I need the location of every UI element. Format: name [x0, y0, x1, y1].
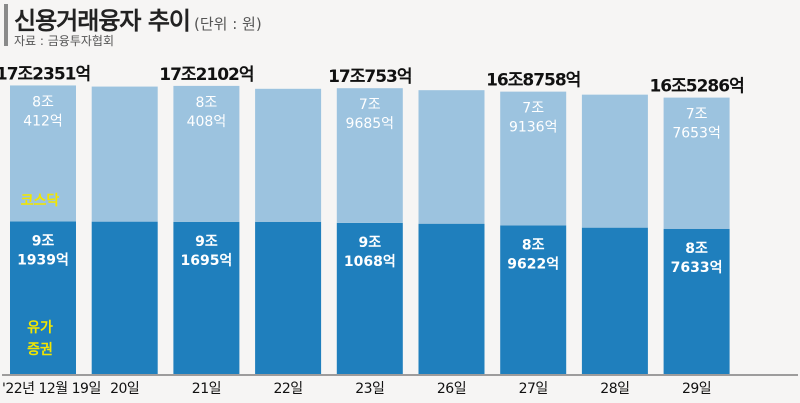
- kospi-label-eok-8: 7633억: [671, 260, 723, 276]
- kosdaq-label-jo-6: 7조: [522, 101, 544, 117]
- bar-kosdaq-3: [255, 88, 322, 222]
- x-tick-label-3: 22일: [273, 381, 302, 397]
- total-label-4: 17조753억: [328, 67, 411, 87]
- bar-kosdaq-5: [418, 90, 485, 224]
- chart-title-text: 신용거래융자 추이: [14, 7, 191, 35]
- bar-kosdaq-2: [173, 85, 240, 222]
- kospi-label-eok-4: 1068억: [344, 254, 396, 270]
- bar-kosdaq-4: [336, 88, 403, 223]
- bar-kosdaq-1: [91, 86, 158, 222]
- bar-kospi-0: [10, 221, 76, 374]
- title-accent-bar: [4, 4, 8, 46]
- bar-kospi-5: [418, 223, 485, 374]
- kospi-label-jo-0: 9조: [32, 233, 55, 249]
- x-tick-label-0: '22년 12월 19일: [2, 381, 101, 397]
- kosdaq-label-jo-0: 8조: [32, 94, 54, 110]
- x-tick-label-7: 28일: [600, 381, 629, 397]
- kospi-label-eok-6: 9622억: [507, 256, 559, 272]
- total-label-0: 17조2351억: [0, 64, 90, 84]
- bar-kospi-3: [255, 221, 322, 374]
- chart-title: 신용거래융자 추이 (단위 : 원): [14, 1, 262, 36]
- total-label-8: 16조5286억: [649, 77, 743, 97]
- kospi-label-jo-8: 8조: [685, 241, 708, 257]
- kosdaq-label-jo-8: 7조: [686, 107, 708, 123]
- bar-kosdaq-7: [581, 94, 648, 228]
- kosdaq-label-jo-4: 7조: [359, 97, 381, 113]
- bar-kospi-2: [173, 221, 240, 374]
- legend-kospi-line1: 유가: [27, 320, 53, 336]
- bar-kospi-7: [581, 227, 648, 374]
- bar-kospi-6: [500, 225, 567, 374]
- bar-kospi-1: [91, 221, 158, 374]
- kosdaq-label-eok-8: 7653억: [672, 126, 721, 142]
- total-label-2: 17조2102억: [159, 65, 253, 85]
- x-tick-label-5: 26일: [437, 381, 466, 397]
- kosdaq-label-eok-6: 9136억: [509, 120, 558, 136]
- bar-kospi-8: [663, 228, 730, 374]
- bar-kosdaq-0: [10, 85, 76, 222]
- bar-kosdaq-6: [500, 91, 567, 226]
- kosdaq-label-eok-0: 412억: [23, 113, 63, 129]
- x-tick-label-2: 21일: [192, 381, 221, 397]
- x-tick-label-6: 27일: [519, 381, 548, 397]
- total-label-6: 16조8758억: [486, 71, 580, 91]
- bar-kospi-4: [336, 222, 403, 374]
- x-tick-label-1: 20일: [110, 381, 139, 397]
- bar-kosdaq-8: [663, 97, 730, 229]
- kospi-label-jo-4: 9조: [358, 235, 381, 251]
- kospi-label-jo-2: 9조: [195, 234, 218, 250]
- kospi-label-eok-0: 1939억: [17, 252, 69, 268]
- kospi-label-eok-2: 1695억: [180, 253, 232, 269]
- kospi-label-jo-6: 8조: [522, 237, 545, 253]
- x-tick-label-8: 29일: [682, 381, 711, 397]
- legend-kospi-line2: 증권: [27, 342, 53, 358]
- x-tick-label-4: 23일: [355, 381, 384, 397]
- chart-source: 자료 : 금융투자협회: [14, 34, 114, 48]
- kosdaq-label-eok-2: 408억: [187, 114, 227, 130]
- kosdaq-label-eok-4: 9685억: [346, 116, 395, 132]
- kosdaq-label-jo-2: 8조: [196, 95, 218, 111]
- legend-kosdaq: 코스닥: [21, 192, 60, 209]
- chart-unit: (단위 : 원): [194, 15, 262, 33]
